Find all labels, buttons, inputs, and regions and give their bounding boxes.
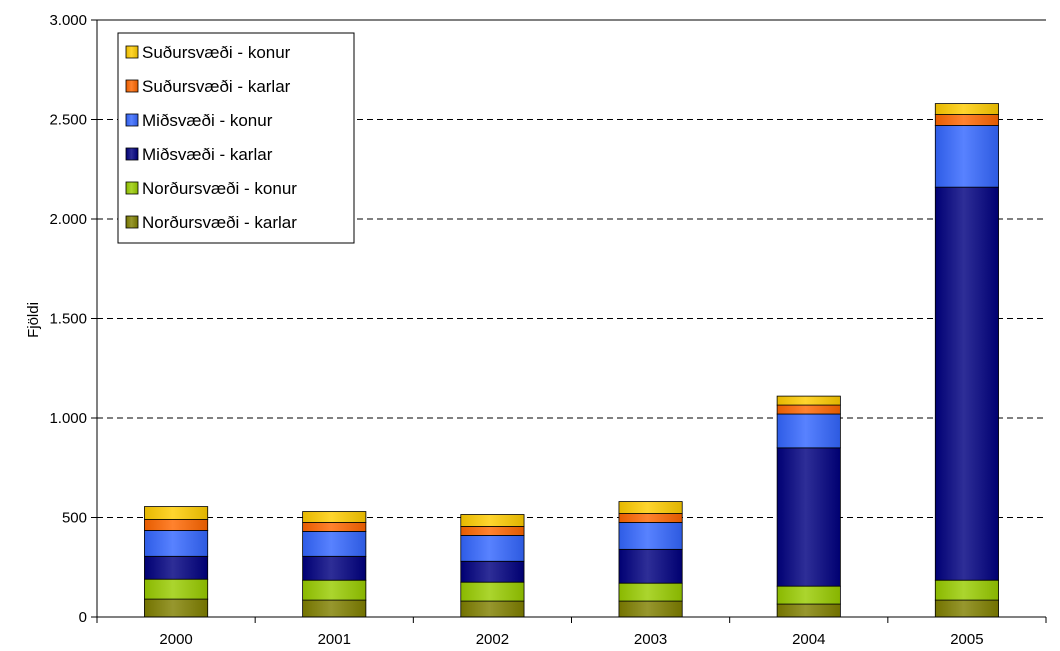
- bar-segment: [144, 556, 207, 579]
- bar-segment: [935, 600, 998, 617]
- bar-segment: [461, 561, 524, 582]
- bar-segment: [303, 600, 366, 617]
- x-tick-label: 2000: [159, 631, 192, 648]
- legend-label: Miðsvæði - konur: [142, 111, 273, 130]
- x-tick-label: 2002: [476, 631, 509, 648]
- legend-swatch: [126, 114, 138, 126]
- legend-label: Miðsvæði - karlar: [142, 145, 273, 164]
- bar-segment: [777, 604, 840, 617]
- bar-segment: [461, 515, 524, 527]
- x-tick-label: 2001: [318, 631, 351, 648]
- legend-label: Suðursvæði - konur: [142, 43, 291, 62]
- bar-segment: [619, 502, 682, 514]
- bar-segment: [619, 583, 682, 601]
- bar-segment: [303, 556, 366, 580]
- bar-segment: [935, 104, 998, 115]
- x-tick-label: 2004: [792, 631, 825, 648]
- bar-segment: [619, 514, 682, 523]
- legend-swatch: [126, 216, 138, 228]
- bar-segment: [935, 125, 998, 187]
- bar-segment: [461, 535, 524, 561]
- y-tick-label: 2.000: [49, 211, 87, 228]
- bar-segment: [619, 522, 682, 549]
- y-axis-title: Fjöldi: [25, 302, 42, 338]
- bar-segment: [144, 530, 207, 556]
- y-tick-label: 2.500: [49, 112, 87, 129]
- bar-segment: [777, 414, 840, 448]
- bar-segment: [303, 580, 366, 600]
- legend-label: Norðursvæði - konur: [142, 179, 297, 198]
- legend: Suðursvæði - konur Suðursvæði - karlar Mið…: [118, 33, 354, 243]
- legend-swatch: [126, 148, 138, 160]
- bar-segment: [461, 526, 524, 535]
- bar-segment: [144, 519, 207, 530]
- bar-segment: [303, 512, 366, 523]
- bar-segment: [144, 579, 207, 599]
- legend-box: [118, 33, 354, 243]
- y-tick-label: 0: [79, 609, 87, 626]
- bar-segment: [777, 405, 840, 414]
- y-tick-label: 1.000: [49, 410, 87, 427]
- bar-segment: [935, 115, 998, 126]
- bar-segment: [619, 549, 682, 583]
- legend-label: Norðursvæði - karlar: [142, 213, 297, 232]
- y-tick-label: 1.500: [49, 311, 87, 328]
- bar-segment: [461, 582, 524, 601]
- bar-segment: [777, 396, 840, 405]
- legend-label: Suðursvæði - karlar: [142, 77, 291, 96]
- bar-segment: [777, 586, 840, 604]
- bar-segment: [777, 448, 840, 586]
- bar-segment: [303, 522, 366, 531]
- y-tick-label: 3.000: [49, 12, 87, 29]
- legend-swatch: [126, 80, 138, 92]
- legend-swatch: [126, 46, 138, 58]
- bar-segment: [461, 601, 524, 617]
- bar-segment: [144, 507, 207, 520]
- bar-segment: [144, 599, 207, 617]
- bar-segment: [935, 580, 998, 600]
- legend-swatch: [126, 182, 138, 194]
- bar-segment: [303, 531, 366, 556]
- y-tick-label: 500: [62, 510, 87, 527]
- x-tick-label: 2005: [950, 631, 983, 648]
- bar-segment: [619, 601, 682, 617]
- x-tick-label: 2003: [634, 631, 667, 648]
- bar-segment: [935, 187, 998, 580]
